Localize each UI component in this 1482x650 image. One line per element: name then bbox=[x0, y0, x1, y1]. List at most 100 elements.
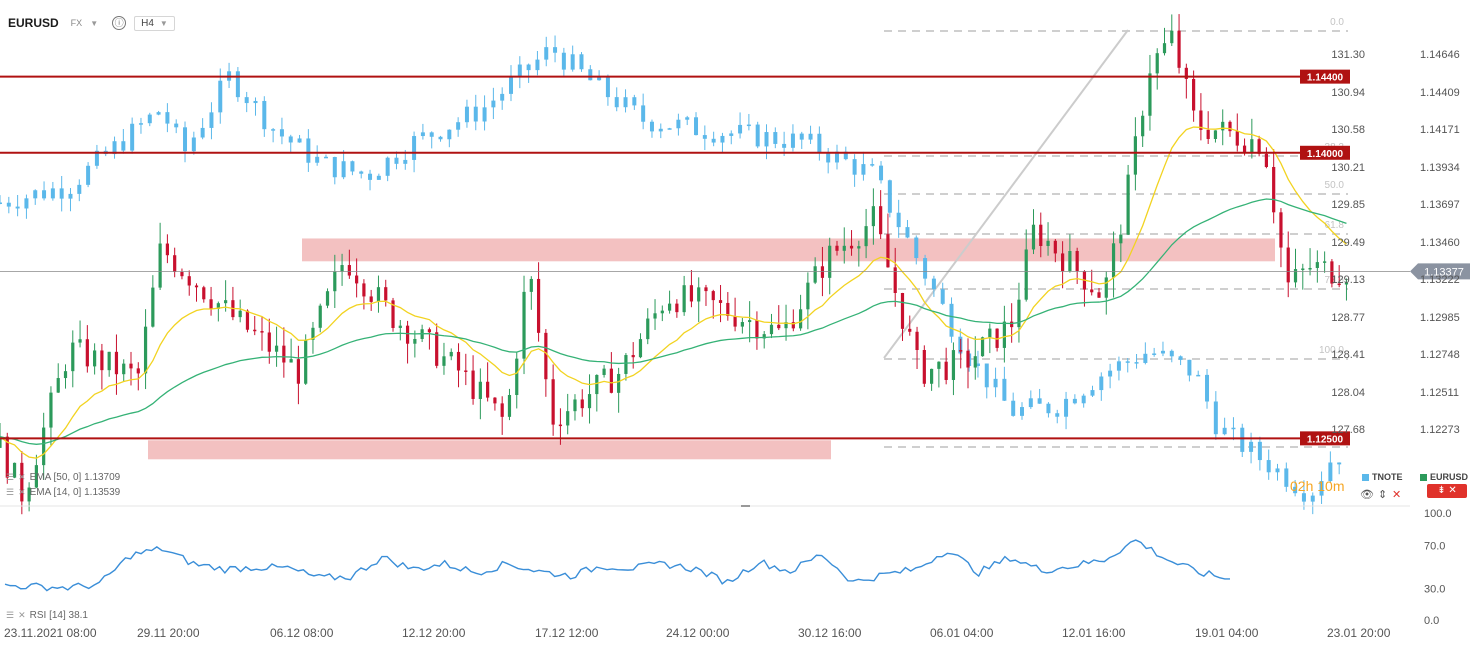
price-candle-bear bbox=[427, 329, 432, 333]
price-candle-bear bbox=[1053, 240, 1057, 254]
tnote-candle bbox=[808, 133, 813, 140]
price-axis-label: 1.12273 bbox=[1420, 424, 1460, 436]
price-candle-bull bbox=[595, 374, 599, 395]
price-candle-bull bbox=[478, 381, 482, 399]
tnote-candle bbox=[887, 180, 892, 213]
current-price-label: 1.13377 bbox=[1424, 266, 1464, 278]
price-candle-bear bbox=[20, 462, 24, 502]
price-candle-bull bbox=[937, 361, 941, 369]
price-candle-bull bbox=[1301, 268, 1305, 270]
date-axis-label: 24.12 00:00 bbox=[666, 626, 730, 640]
ema14-legend[interactable]: ☰ ✕ EMA [14, 0] 1.13539 bbox=[6, 487, 120, 498]
price-candle-bear bbox=[1228, 121, 1232, 132]
price-candle-bull bbox=[1104, 277, 1108, 298]
tnote-candle bbox=[535, 59, 540, 71]
price-candle-bear bbox=[405, 325, 410, 344]
tnote-axis-label: 128.41 bbox=[1331, 349, 1365, 361]
price-candle-bear bbox=[580, 399, 584, 409]
price-axis-label: 1.12511 bbox=[1420, 387, 1459, 399]
reorder-icon[interactable]: ⇕ bbox=[1378, 489, 1388, 501]
level-tag bbox=[1300, 69, 1350, 84]
price-candle-bear bbox=[296, 359, 301, 384]
price-axis-label: 1.13697 bbox=[1420, 199, 1460, 211]
tnote-candle bbox=[641, 105, 646, 122]
tnote-candle bbox=[500, 93, 505, 101]
price-candle-bull bbox=[602, 368, 606, 375]
ema14-label: EMA [14, 0] 1.13539 bbox=[29, 487, 121, 498]
eye-icon[interactable]: 👁 bbox=[1360, 489, 1374, 501]
tnote-candle bbox=[790, 133, 795, 148]
legend-tnote[interactable]: TNOTE bbox=[1362, 472, 1403, 482]
tnote-candle bbox=[605, 76, 610, 98]
price-candle-bull bbox=[660, 310, 664, 314]
tnote-candle bbox=[279, 129, 284, 137]
date-axis-label: 17.12 12:00 bbox=[535, 626, 599, 640]
price-candle-bull bbox=[682, 285, 686, 313]
tnote-candle bbox=[597, 76, 602, 81]
close-icon[interactable]: ✕ bbox=[18, 487, 26, 497]
close-icon[interactable]: ✕ bbox=[18, 610, 26, 620]
price-candle-bull bbox=[587, 394, 592, 409]
ema50-legend[interactable]: ☰ ✕ EMA [50, 0] 1.13709 bbox=[6, 472, 120, 483]
price-candle-bull bbox=[638, 339, 643, 358]
price-candle-bull bbox=[951, 350, 956, 380]
rsi-line bbox=[4, 539, 1231, 592]
price-candle-bull bbox=[107, 351, 111, 371]
fib-level-label: 0.0 bbox=[1330, 17, 1344, 28]
tnote-candle bbox=[1002, 378, 1007, 401]
price-candle-bear bbox=[362, 283, 366, 297]
rsi-legend[interactable]: ☰ ✕ RSI [14] 38.1 bbox=[6, 610, 88, 621]
tnote-candle bbox=[464, 106, 469, 123]
tnote-candle bbox=[420, 132, 425, 137]
eurusd-settings-button[interactable]: ⇟ ✕ bbox=[1427, 484, 1467, 498]
price-candle-bull bbox=[1170, 30, 1174, 44]
price-candle-bull bbox=[1148, 73, 1152, 116]
zones bbox=[148, 238, 1275, 460]
price-candle-bear bbox=[1184, 67, 1188, 79]
price-axis-label: 1.13934 bbox=[1420, 162, 1460, 174]
symbol-label[interactable]: EURUSD bbox=[8, 16, 59, 30]
price-candle-bull bbox=[1119, 234, 1123, 244]
price-candle-bull bbox=[0, 436, 2, 448]
tnote-candle bbox=[1187, 359, 1192, 376]
tnote-candle bbox=[570, 54, 575, 70]
tnote-candle bbox=[879, 165, 884, 181]
tnote-candle bbox=[1072, 398, 1077, 404]
price-candle-bear bbox=[85, 339, 89, 367]
tnote-candle bbox=[1266, 460, 1271, 473]
info-icon[interactable]: ⓘ bbox=[112, 16, 127, 30]
tnote-candle bbox=[843, 151, 848, 160]
tnote-candle bbox=[526, 64, 531, 71]
remove-icon[interactable]: ✕ bbox=[1392, 489, 1402, 501]
price-candle-bull bbox=[158, 243, 162, 288]
price-candle-bull bbox=[12, 462, 17, 478]
tnote-legend-label: TNOTE bbox=[1372, 472, 1403, 482]
tnote-candle bbox=[86, 165, 91, 185]
close-icon[interactable]: ✕ bbox=[18, 472, 26, 482]
price-axis-label: 1.14409 bbox=[1420, 87, 1460, 99]
layers-icon: ☰ bbox=[6, 610, 15, 620]
price-candle-bear bbox=[886, 234, 890, 268]
tnote-candle bbox=[438, 136, 443, 140]
tnote-candle bbox=[473, 106, 478, 122]
price-candle-bull bbox=[449, 351, 453, 357]
tnote-candle bbox=[33, 190, 38, 199]
price-candle-bull bbox=[828, 245, 832, 278]
price-candle-bull bbox=[871, 206, 875, 227]
price-candle-bull bbox=[1141, 115, 1145, 137]
tnote-candle bbox=[667, 128, 672, 130]
price-candle-bull bbox=[1250, 139, 1254, 153]
price-candle-bull bbox=[697, 287, 701, 302]
moving-averages bbox=[0, 126, 1347, 459]
price-candle-bear bbox=[165, 243, 169, 256]
tnote-candle bbox=[24, 198, 29, 209]
level-tag bbox=[1300, 431, 1350, 446]
timeframe-select[interactable]: H4 ▼ bbox=[134, 15, 175, 31]
tnote-candle bbox=[491, 100, 496, 108]
symbol-dropdown-icon[interactable]: ▼ bbox=[90, 18, 99, 28]
legend-eurusd[interactable]: EURUSD bbox=[1420, 472, 1468, 482]
tnote-candle bbox=[183, 127, 188, 152]
tnote-candle bbox=[447, 129, 452, 140]
price-candle-bear bbox=[551, 379, 555, 425]
